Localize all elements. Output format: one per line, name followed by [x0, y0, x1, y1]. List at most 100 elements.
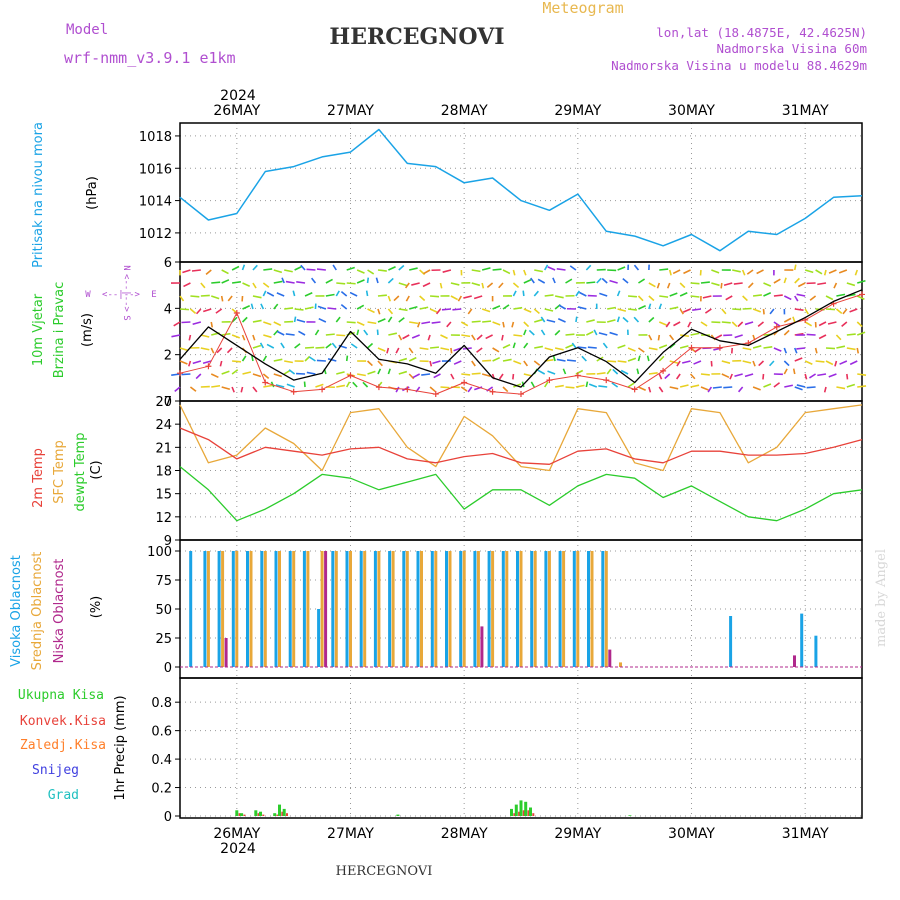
wind-arrow — [492, 321, 501, 326]
wind-arrow — [723, 282, 733, 287]
wind-arrow — [575, 316, 578, 323]
wind-arrow — [356, 269, 365, 274]
wind-arrow — [200, 334, 210, 338]
mid-cloud-bar — [278, 551, 281, 667]
gust-marker — [262, 379, 269, 386]
wind-arrow — [565, 344, 574, 349]
wind-arrow — [471, 282, 481, 287]
conv-precip-bar — [513, 813, 516, 816]
wind-arrow — [617, 266, 626, 271]
wind-arrow — [762, 373, 765, 380]
wind-arrow — [744, 321, 754, 326]
wind-arrow — [836, 386, 846, 390]
page-title: HERCEGNOVI — [329, 24, 504, 50]
temp2m-ylabel: 2m Temp — [31, 448, 46, 508]
wind-arrow — [205, 269, 212, 276]
wind-arrow — [429, 346, 440, 349]
total-precip-bar — [396, 814, 400, 816]
wind-arrow — [721, 373, 730, 379]
wind-arrow — [476, 334, 483, 341]
wind-arrow — [664, 373, 671, 380]
wind-arrow — [575, 290, 581, 297]
wind-arrow — [556, 267, 566, 271]
conv-precip-bar — [262, 814, 265, 816]
wind-arrow — [856, 321, 863, 328]
wind-arrow — [336, 334, 346, 337]
mid-cloud-bar — [491, 551, 495, 667]
wind-arrow — [585, 264, 592, 271]
wind-arrow — [259, 342, 265, 349]
model-label: Model — [66, 22, 108, 38]
wind-arrow — [676, 360, 681, 367]
wind-arrow — [419, 347, 429, 351]
wind-arrow — [669, 292, 678, 297]
wind-arrow — [441, 308, 451, 311]
wind-arrow — [471, 360, 476, 367]
wind-arrow — [431, 321, 441, 324]
total-precip-bar — [273, 813, 277, 816]
wind-arrow — [562, 368, 567, 375]
wind-arrow — [846, 347, 856, 351]
wind-arrow — [586, 319, 595, 323]
wind-arrow — [314, 329, 320, 336]
wind-arrow — [308, 356, 316, 362]
temperature-ytick-label: 24 — [155, 418, 172, 433]
wind-arrow — [648, 295, 655, 302]
wind-arrow — [195, 308, 202, 315]
wind-arrow — [294, 308, 304, 311]
high-cloud-bar — [558, 551, 562, 667]
total-precip-bar — [235, 810, 239, 816]
wind-arrow — [544, 294, 554, 297]
wind-arrow — [284, 269, 293, 273]
total-precip-bar — [529, 807, 532, 816]
top-date-label: 29MAY — [554, 103, 601, 119]
conv-precip-bar — [238, 813, 241, 816]
mid-cloud-bar — [519, 551, 523, 667]
total-precip-bar — [514, 804, 518, 816]
wind-arrow — [398, 317, 405, 323]
wind-arrow — [522, 290, 525, 297]
pressure-ylabel-unit: (hPa) — [85, 176, 100, 210]
wind-arrow — [421, 321, 431, 325]
bottom-date-label: 28MAY — [441, 826, 488, 842]
high-cloud-bar — [359, 551, 363, 667]
wind-arrow — [658, 303, 663, 310]
wind-arrow — [565, 333, 575, 336]
high-cloud-bar — [288, 551, 292, 667]
wind-arrow — [190, 295, 200, 298]
wind-arrow — [554, 295, 564, 299]
wind-arrow — [231, 369, 239, 375]
wind-arrow — [461, 373, 471, 376]
wind-arrow — [273, 303, 279, 310]
wind-arrow — [762, 308, 765, 315]
wind-arrow — [280, 342, 285, 349]
wind-arrow — [523, 373, 533, 377]
wind-arrow — [266, 291, 275, 297]
wind-arrow — [481, 308, 491, 313]
wind-arrow — [700, 373, 710, 376]
gust-marker — [716, 344, 723, 351]
conv-precip-bar — [286, 813, 288, 816]
wind-arrow — [435, 308, 442, 315]
wind-arrow — [742, 347, 752, 351]
wind-arrow — [794, 295, 799, 302]
wind-arrow — [241, 316, 248, 323]
wind-arrow — [463, 295, 472, 299]
wind-arrow — [756, 269, 764, 275]
high-cloud-bar — [388, 551, 392, 667]
cloud-ylabel: Visoka Oblacnost Srednja Oblacnost Niska… — [9, 552, 104, 671]
wind-arrow — [857, 373, 867, 377]
precip-legend-snow: Snijeg — [32, 763, 79, 778]
wind-arrows — [170, 264, 867, 393]
wind-arrow — [773, 278, 781, 284]
conv-precip-bar — [522, 810, 525, 816]
wind-arrow — [421, 373, 431, 376]
wind-arrow — [202, 360, 212, 365]
wind-arrow — [616, 316, 620, 323]
wind-arrow — [502, 358, 512, 362]
wind-arrow — [452, 308, 462, 311]
wind-arrow — [804, 321, 813, 327]
wind-arrow — [440, 386, 450, 389]
wind-arrow — [241, 334, 246, 341]
wind-arrow — [231, 386, 235, 393]
